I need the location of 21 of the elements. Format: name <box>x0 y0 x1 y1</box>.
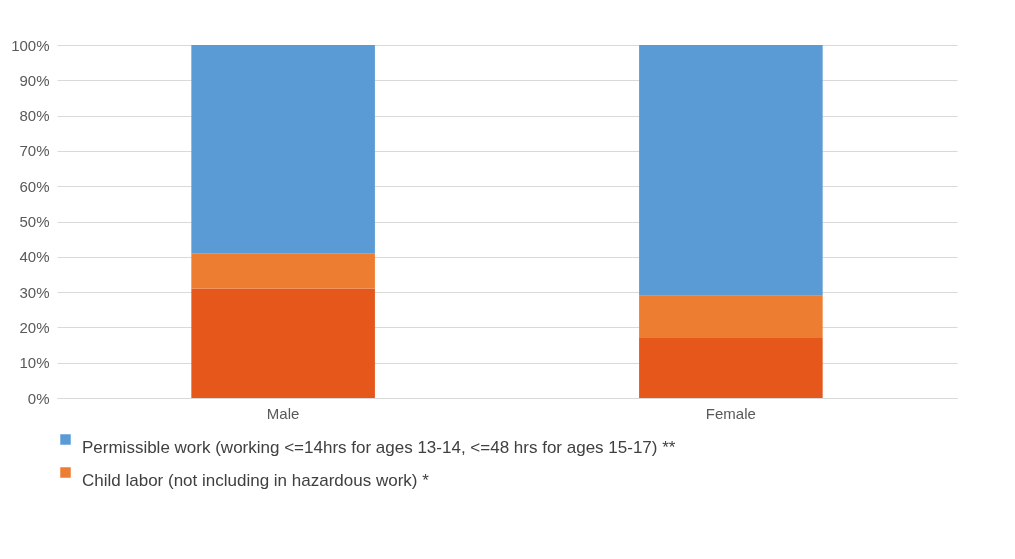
x-tick-label: Male <box>266 404 300 422</box>
y-tick-label: 60% <box>19 177 50 195</box>
bar <box>191 45 375 254</box>
bar <box>639 337 823 398</box>
y-tick-label: 80% <box>19 107 50 125</box>
bar <box>639 295 823 338</box>
bar <box>639 45 823 296</box>
y-tick-label: 50% <box>19 213 50 230</box>
y-tick-label: 100% <box>11 36 50 54</box>
legend-label: Child labor (not including in hazardous work) * <box>82 470 430 490</box>
legend-label: Permissible work (working <=14hrs for ages 13-14, <=48 hrs for ages 15-17) ** <box>82 437 676 457</box>
y-tick-label: 30% <box>19 283 50 301</box>
y-tick-label: 40% <box>19 248 50 266</box>
y-tick-label: 0% <box>27 389 50 407</box>
y-tick-label: 10% <box>19 354 50 372</box>
x-tick-label: Female <box>705 404 756 422</box>
y-tick-label: 70% <box>19 142 50 160</box>
y-tick-label: 20% <box>19 318 50 336</box>
y-tick-label: 90% <box>19 71 50 89</box>
bar <box>191 253 375 289</box>
bar <box>191 288 375 398</box>
